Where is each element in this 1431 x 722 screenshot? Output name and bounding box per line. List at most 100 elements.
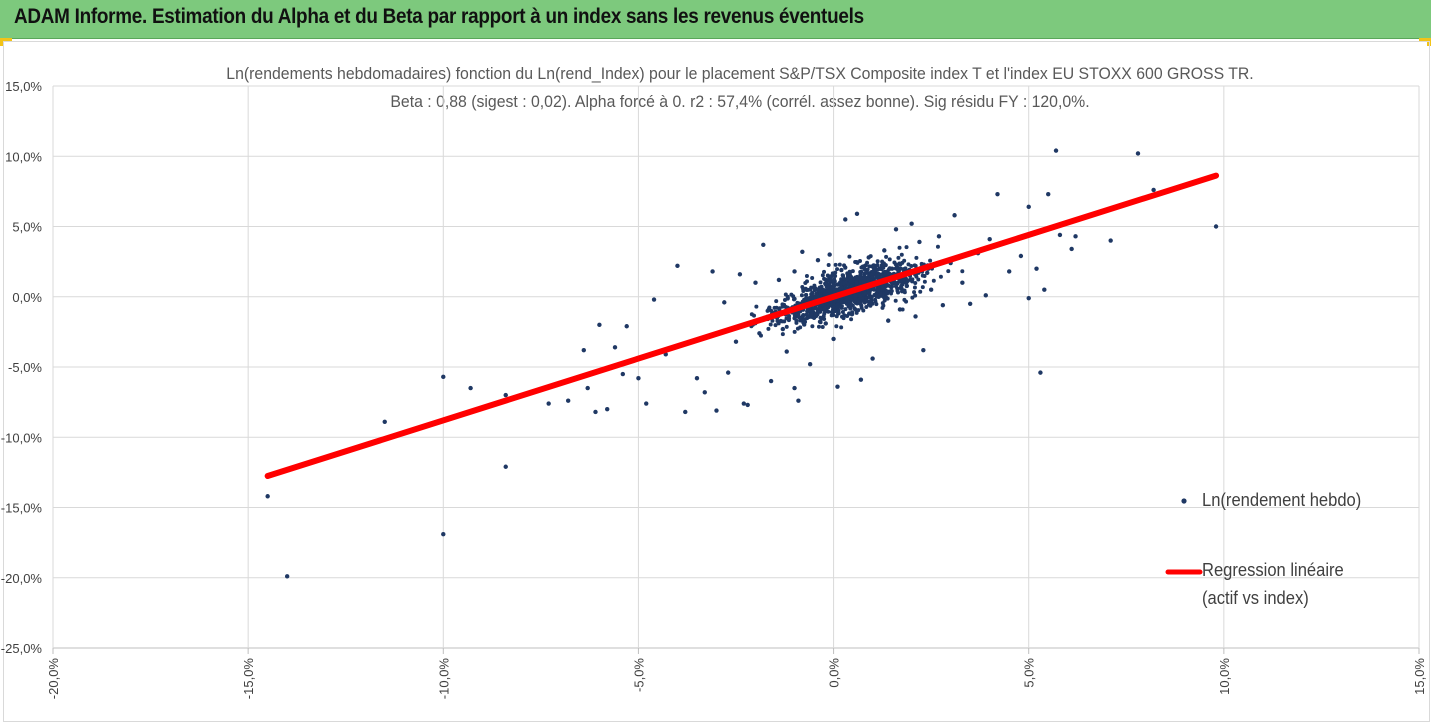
data-point xyxy=(804,274,809,279)
data-point xyxy=(784,324,789,329)
data-point xyxy=(913,293,918,298)
data-point xyxy=(882,269,887,274)
data-point xyxy=(783,304,788,309)
data-point xyxy=(839,267,844,273)
x-tick-label: -20,0% xyxy=(46,658,61,700)
data-point xyxy=(782,319,787,324)
data-point xyxy=(918,289,923,294)
data-point xyxy=(839,300,844,305)
data-point xyxy=(597,322,602,328)
data-point xyxy=(741,401,747,406)
data-point xyxy=(822,306,827,311)
data-point xyxy=(838,282,843,287)
data-point xyxy=(841,273,846,278)
data-point xyxy=(585,385,590,391)
data-point xyxy=(804,292,809,297)
data-point xyxy=(758,333,763,338)
data-point xyxy=(917,239,922,245)
data-point xyxy=(831,313,836,318)
data-point xyxy=(752,313,757,318)
data-point xyxy=(809,312,814,317)
data-point xyxy=(855,274,860,279)
chart-subtitle: Beta : 0,88 (sigest : 0,02). Alpha forcé… xyxy=(390,92,1090,111)
data-point xyxy=(382,419,387,424)
data-point xyxy=(817,319,822,324)
data-point xyxy=(737,272,743,277)
x-tick-label: -15,0% xyxy=(241,658,256,700)
data-point xyxy=(840,310,845,315)
data-point xyxy=(839,277,844,282)
data-point xyxy=(834,314,839,319)
data-point xyxy=(843,265,848,270)
data-point xyxy=(823,321,828,326)
data-point xyxy=(831,278,836,283)
data-point xyxy=(835,384,840,389)
data-point xyxy=(546,401,551,406)
y-tick-label: -15,0% xyxy=(1,501,43,516)
y-tick-label: 15,0% xyxy=(5,79,42,94)
y-tick-label: -25,0% xyxy=(1,641,43,656)
data-point xyxy=(284,574,290,579)
data-point xyxy=(835,267,840,272)
data-point xyxy=(1034,266,1039,271)
data-point xyxy=(833,270,838,275)
data-point xyxy=(767,305,772,310)
data-point xyxy=(882,248,887,253)
data-point xyxy=(853,260,858,265)
legend-label-line-1: Regression linéaire xyxy=(1202,560,1344,580)
legend-label-line-2: (actif vs index) xyxy=(1202,588,1309,608)
data-point xyxy=(1108,238,1113,243)
data-point xyxy=(768,322,773,327)
data-point xyxy=(776,277,782,283)
data-point xyxy=(870,356,875,361)
data-point xyxy=(874,302,879,307)
data-point xyxy=(946,269,951,274)
data-point xyxy=(1046,191,1051,197)
data-point xyxy=(983,293,988,298)
data-point xyxy=(1057,232,1063,238)
data-point xyxy=(875,259,880,264)
regression-line xyxy=(264,172,1220,480)
data-point xyxy=(1135,151,1141,156)
data-point xyxy=(912,290,917,295)
data-point xyxy=(871,263,876,268)
data-point xyxy=(798,325,803,330)
data-point xyxy=(833,262,838,267)
data-point xyxy=(722,300,727,305)
data-point xyxy=(898,266,903,271)
data-point xyxy=(828,274,833,279)
data-point xyxy=(780,304,785,309)
data-point xyxy=(987,236,992,242)
header-bar: ADAM Informe. Estimation du Alpha et du … xyxy=(0,0,1431,39)
data-point xyxy=(846,304,851,309)
data-point xyxy=(922,273,927,278)
data-point xyxy=(785,295,790,300)
data-point xyxy=(832,282,837,287)
page-title: ADAM Informe. Estimation du Alpha et du … xyxy=(14,5,864,28)
data-point xyxy=(899,289,904,294)
data-point xyxy=(841,281,846,286)
data-point xyxy=(928,258,933,263)
data-point xyxy=(921,347,926,353)
data-point xyxy=(826,302,831,307)
data-point xyxy=(818,315,823,320)
data-point xyxy=(902,297,907,302)
data-point xyxy=(675,263,680,269)
data-point xyxy=(784,316,789,321)
data-point xyxy=(1053,148,1059,153)
data-point xyxy=(952,213,957,218)
data-point xyxy=(593,409,598,415)
data-point xyxy=(803,280,808,285)
data-point xyxy=(847,254,852,259)
data-point xyxy=(766,326,771,331)
data-point xyxy=(839,325,844,330)
x-tick-label: 0,0% xyxy=(827,658,842,688)
data-point xyxy=(848,279,853,284)
data-point xyxy=(940,302,946,308)
gridlines xyxy=(52,85,1420,654)
data-point xyxy=(875,294,880,299)
data-point xyxy=(805,307,810,312)
data-point xyxy=(863,291,868,296)
data-point xyxy=(868,254,873,259)
data-point xyxy=(768,378,774,384)
